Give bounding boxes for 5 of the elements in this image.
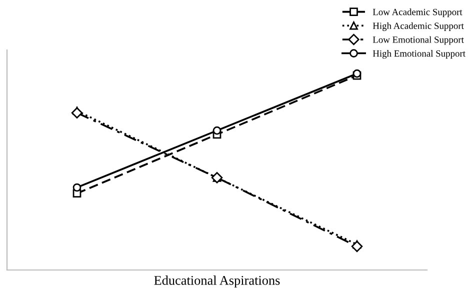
legend-label: Low Academic Support	[372, 8, 462, 18]
x-axis-title: Educational Aspirations	[154, 276, 280, 288]
legend-label: High Academic Support	[372, 22, 464, 31]
legend-label: Low Emotional Support	[372, 36, 464, 45]
legend-label: High Emotional Support	[372, 50, 466, 59]
